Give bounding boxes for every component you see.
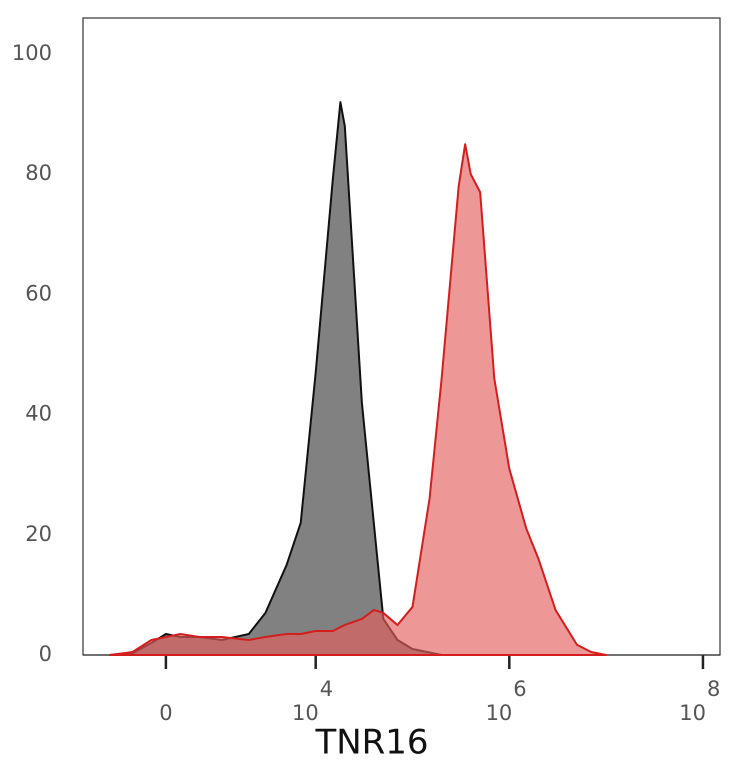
x-tick-exponent: 8 (707, 677, 720, 701)
y-tick-label: 60 (25, 281, 52, 305)
histogram-area (108, 143, 608, 656)
x-axis-title: TNR16 (314, 723, 428, 763)
x-tick-exponent: 6 (513, 677, 526, 701)
x-tick-label: 10 (486, 701, 513, 725)
x-tick-exponent: 4 (320, 677, 333, 701)
y-tick-label: 40 (25, 402, 52, 426)
y-tick-label: 100 (12, 41, 52, 65)
y-tick-label: 80 (25, 161, 52, 185)
x-tick-label: 0 (159, 701, 172, 725)
histogram-area (108, 101, 443, 656)
y-tick-label: 20 (25, 522, 52, 546)
x-tick-label: 10 (679, 701, 706, 725)
x-tick-label: 10 (292, 701, 319, 725)
y-tick-label: 0 (39, 642, 52, 666)
plot-frame (82, 17, 721, 656)
